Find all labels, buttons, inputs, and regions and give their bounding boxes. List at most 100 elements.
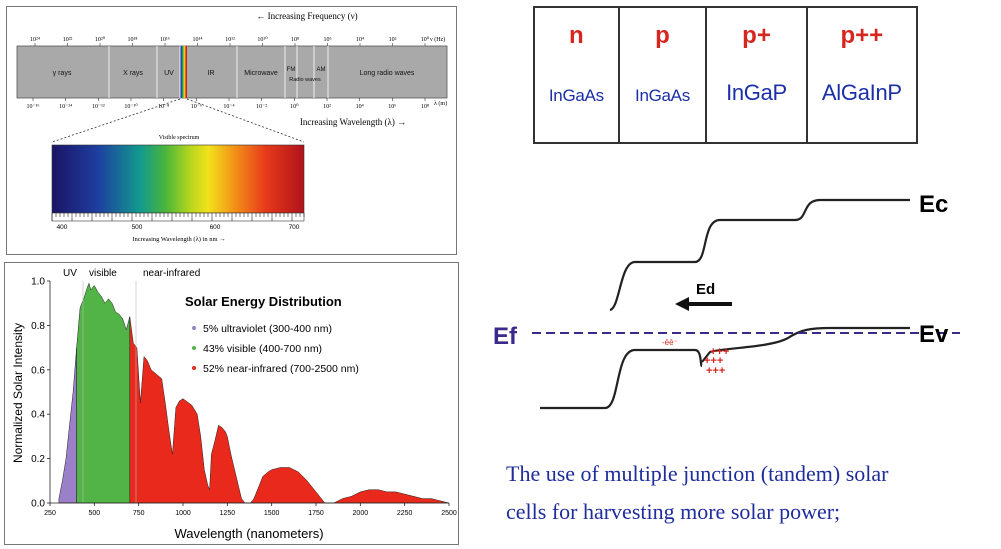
y-axis-label: Normalized Solar Intensity xyxy=(11,323,25,463)
wavelength-tick-label: 10² xyxy=(323,104,331,110)
valence-band-upper xyxy=(701,326,910,363)
band-ir: IR xyxy=(208,70,215,77)
visible-sliver xyxy=(180,46,187,98)
band-radio-waves: Radio waves xyxy=(289,77,321,83)
band-uv: UV xyxy=(164,70,174,77)
visible-area xyxy=(76,282,131,504)
x-tick-label: 500 xyxy=(88,510,100,517)
positive-charges-row-2: +++ xyxy=(704,355,723,367)
frequency-tick-label: 10¹² xyxy=(225,37,235,43)
conduction-band-edge xyxy=(609,198,910,312)
field-label: Ed xyxy=(696,281,715,298)
wavelength-tick-label: 10⁻¹⁶ xyxy=(26,104,39,110)
wavelength-axis-label: Increasing Wavelength (λ) → xyxy=(300,117,406,127)
visible-tick-500: 500 xyxy=(132,224,143,231)
x-axis-label: Wavelength (nanometers) xyxy=(174,526,323,541)
junction-material-label: InGaP xyxy=(726,80,787,105)
uv-area xyxy=(58,347,77,504)
x-tick-label: 250 xyxy=(44,510,56,517)
x-tick-label: 750 xyxy=(133,510,145,517)
frequency-tick-label: 10² xyxy=(389,37,397,43)
band-energy-diagram: Ed Ec Ev Ef -ēē⁻ +++ +++ +++ xyxy=(493,191,960,410)
wavelength-tick-label: 10⁶ xyxy=(388,104,396,110)
y-tick-label: 0.2 xyxy=(31,454,45,465)
junction-type-label: p++ xyxy=(840,22,884,49)
chart-title: Solar Energy Distribution xyxy=(185,294,342,309)
negative-charges: -ēē⁻ xyxy=(662,338,678,347)
wavelength-tick-label: 10⁸ xyxy=(421,104,429,110)
wavelength-tick-label: 10⁰ xyxy=(290,103,299,110)
junction-layer-table: n InGaAs p InGaAs p+ InGaP p++ AlGaInP xyxy=(533,6,918,144)
wavelength-tick-label: 10⁻¹² xyxy=(92,104,105,110)
frequency-tick-label: 10⁶ xyxy=(323,37,331,43)
frequency-tick-label: 10²⁰ xyxy=(95,36,106,43)
x-tick-label: 1500 xyxy=(264,510,280,517)
ruler-strip xyxy=(51,212,305,222)
frequency-tick-label: 10⁰ xyxy=(421,36,430,43)
region-label-uv: UV xyxy=(63,268,77,279)
junction-cell-p-plus-plus: p++ AlGaInP xyxy=(808,8,916,142)
frequency-tick-label: 10¹⁸ xyxy=(128,37,138,43)
em-spectrum-panel: ← Increasing Frequency (ν) 10²⁴ 10²² 10²⁰ 1… xyxy=(6,6,457,255)
caption-line-1: The use of multiple junction (tandem) so… xyxy=(506,461,889,486)
x-tick-label: 2250 xyxy=(397,510,413,517)
wavelength-tick-label: 10⁻¹⁴ xyxy=(59,104,72,110)
caption-line-2: cells for harvesting more solar power; xyxy=(506,499,841,524)
y-tick-label: 0.6 xyxy=(31,365,45,376)
junction-type-label: p xyxy=(655,22,670,49)
legend-uv: 5% ultraviolet (300-400 nm) xyxy=(203,323,332,335)
frequency-tick-label: 10¹⁶ xyxy=(160,37,170,43)
visible-tick-600: 600 xyxy=(210,224,221,231)
region-label-near-infrared: near-infrared xyxy=(143,268,200,279)
near-infrared-area xyxy=(129,316,450,504)
x-ticks: 250 500 750 1000 1250 1500 1750 2000 2250 2500 xyxy=(44,503,457,517)
wavelength-tick-label: 10⁻⁸ xyxy=(158,104,169,110)
legend-marker-visible xyxy=(192,346,196,350)
ec-label: Ec xyxy=(919,191,948,218)
band-am: AM xyxy=(317,67,326,73)
positive-charges-row-1: +++ xyxy=(710,346,729,358)
field-arrow-head xyxy=(675,297,689,311)
junction-type-label: p+ xyxy=(742,22,771,49)
junction-material-label: InGaAs xyxy=(635,86,690,105)
visible-axis-label: Increasing Wavelength (λ) in nm → xyxy=(132,236,225,243)
wavelength-tick-label: 10⁻¹⁰ xyxy=(124,103,138,110)
y-tick-label: 0.0 xyxy=(31,499,45,510)
frequency-tick-label: 10²² xyxy=(63,37,73,43)
x-tick-label: 1750 xyxy=(308,510,324,517)
band-dividers xyxy=(108,46,329,98)
x-tick-label: 1250 xyxy=(220,510,236,517)
frequency-tick-label: 10⁴ xyxy=(356,37,364,43)
frequency-tick-label: 10²⁴ xyxy=(30,37,40,43)
band-x-rays: X rays xyxy=(123,70,143,77)
legend-visible: 43% visible (400-700 nm) xyxy=(203,343,322,355)
visible-spectrum-title: Visible spectrum xyxy=(159,135,200,141)
positive-charges-row-3: +++ xyxy=(706,365,725,377)
visible-tick-400: 400 xyxy=(57,224,68,231)
band-fm: FM xyxy=(287,67,296,73)
zoom-line-left xyxy=(51,98,181,143)
y-ticks: 0.0 0.2 0.4 0.6 0.8 1.0 xyxy=(31,277,50,510)
x-tick-label: 1000 xyxy=(175,510,191,517)
frequency-axis-label: ← Increasing Frequency (ν) xyxy=(256,11,357,21)
legend-nir: 52% near-infrared (700-2500 nm) xyxy=(203,363,359,375)
slide-caption: The use of multiple junction (tandem) so… xyxy=(506,455,996,531)
em-spectrum-figure: ← Increasing Frequency (ν) 10²⁴ 10²² 10²⁰ 1… xyxy=(16,11,448,243)
ef-label: Ef xyxy=(493,323,518,350)
valence-band-lower xyxy=(540,348,704,410)
visible-spectrum-bar xyxy=(51,144,305,214)
frequency-tick-label: 10⁸ xyxy=(291,37,299,43)
solar-area-fills xyxy=(58,282,450,504)
frequency-tick-label: 10¹⁴ xyxy=(193,37,203,43)
visible-tick-700: 700 xyxy=(289,224,300,231)
junction-cell-p: p InGaAs xyxy=(620,8,708,142)
legend-marker-uv xyxy=(192,326,196,330)
band-microwave: Microwave xyxy=(244,70,278,77)
zoom-line-right xyxy=(186,98,305,143)
band-long-radio-waves: Long radio waves xyxy=(360,70,415,77)
junction-type-label: n xyxy=(569,22,584,49)
junction-material-label: AlGaInP xyxy=(821,80,902,105)
wavelength-tick-label: 10⁻⁶ xyxy=(191,104,202,110)
wavelength-tick-label: 10⁻⁴ xyxy=(223,104,234,110)
frequency-unit: ν (Hz) xyxy=(430,36,445,43)
